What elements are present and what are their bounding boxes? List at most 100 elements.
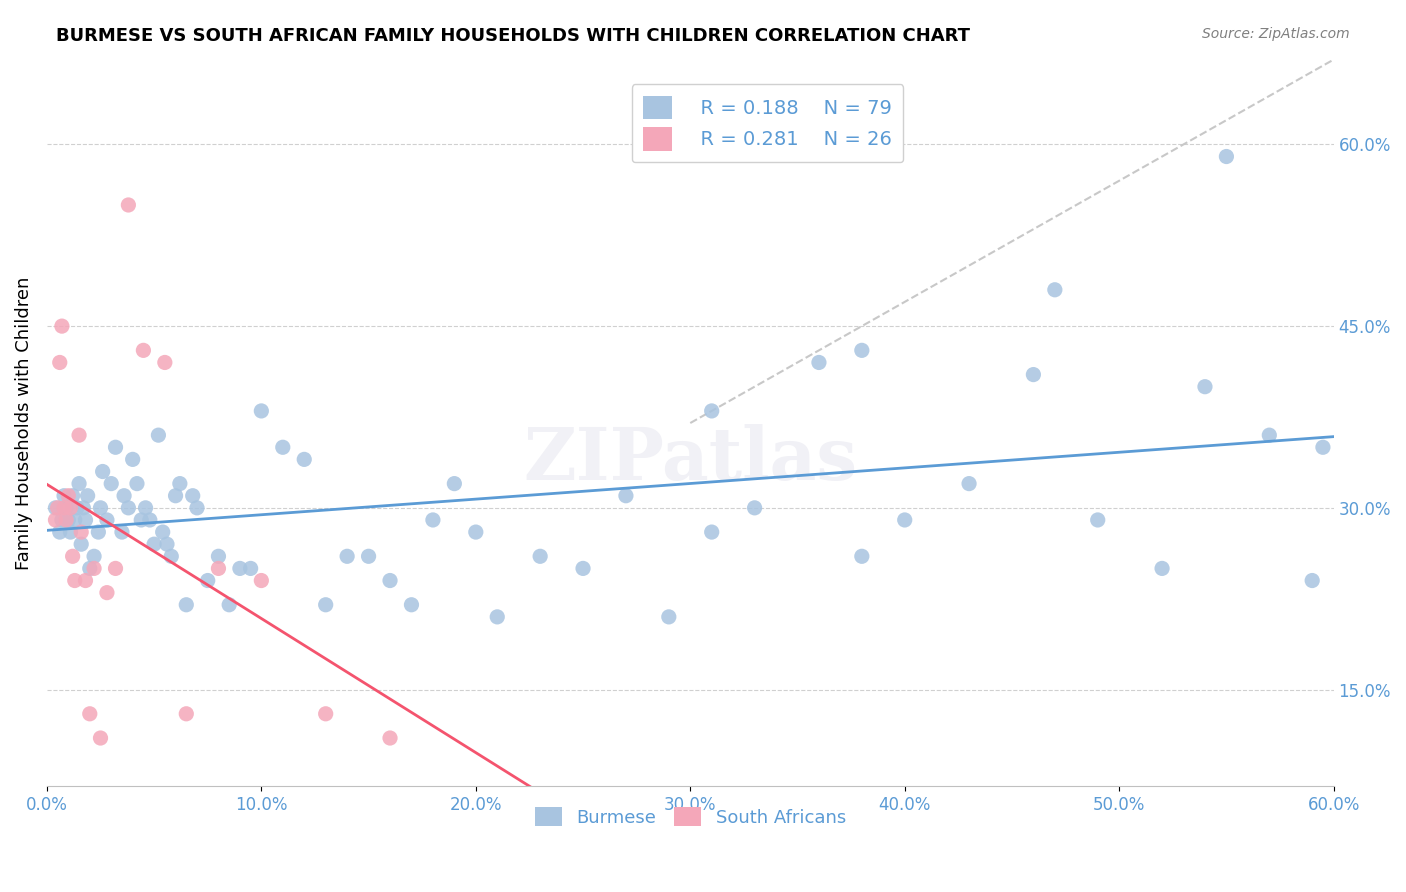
- Point: [1194, 380, 1216, 394]
- Point: [160, 549, 183, 564]
- Point: [143, 537, 166, 551]
- Point: [75, 513, 97, 527]
- Point: [89, 500, 111, 515]
- Point: [239, 561, 262, 575]
- Point: [186, 500, 208, 515]
- Point: [181, 489, 204, 503]
- Point: [132, 343, 155, 358]
- Point: [96, 585, 118, 599]
- Point: [83, 561, 105, 575]
- Point: [121, 452, 143, 467]
- Point: [87, 524, 110, 539]
- Point: [79, 561, 101, 575]
- Point: [63, 574, 86, 588]
- Point: [104, 440, 127, 454]
- Point: [614, 489, 637, 503]
- Point: [250, 574, 273, 588]
- Point: [1215, 149, 1237, 163]
- Point: [153, 355, 176, 369]
- Point: [486, 610, 509, 624]
- Point: [100, 476, 122, 491]
- Point: [58, 489, 80, 503]
- Point: [79, 706, 101, 721]
- Point: [83, 549, 105, 564]
- Point: [174, 598, 197, 612]
- Point: [117, 198, 139, 212]
- Point: [104, 561, 127, 575]
- Point: [49, 355, 72, 369]
- Point: [117, 500, 139, 515]
- Legend: Burmese, South Africans: Burmese, South Africans: [526, 798, 855, 836]
- Point: [148, 428, 170, 442]
- Point: [70, 524, 93, 539]
- Point: [59, 500, 82, 515]
- Point: [1022, 368, 1045, 382]
- Point: [51, 319, 73, 334]
- Point: [1301, 574, 1323, 588]
- Point: [66, 500, 89, 515]
- Point: [89, 731, 111, 745]
- Point: [378, 731, 401, 745]
- Point: [1312, 440, 1334, 454]
- Point: [422, 513, 444, 527]
- Point: [44, 500, 66, 515]
- Point: [55, 513, 77, 527]
- Point: [401, 598, 423, 612]
- Point: [292, 452, 315, 467]
- Point: [957, 476, 980, 491]
- Point: [207, 561, 229, 575]
- Point: [67, 428, 90, 442]
- Point: [44, 513, 66, 527]
- Point: [572, 561, 595, 575]
- Point: [700, 524, 723, 539]
- Point: [1152, 561, 1174, 575]
- Point: [67, 476, 90, 491]
- Point: [129, 513, 152, 527]
- Point: [315, 598, 337, 612]
- Point: [49, 524, 72, 539]
- Point: [111, 524, 134, 539]
- Point: [336, 549, 359, 564]
- Point: [125, 476, 148, 491]
- Point: [315, 706, 337, 721]
- Point: [744, 500, 766, 515]
- Point: [152, 524, 174, 539]
- Point: [218, 598, 240, 612]
- Point: [1087, 513, 1109, 527]
- Point: [58, 513, 80, 527]
- Point: [851, 343, 873, 358]
- Point: [46, 500, 69, 515]
- Point: [156, 537, 179, 551]
- Point: [135, 500, 157, 515]
- Point: [53, 489, 76, 503]
- Point: [91, 465, 114, 479]
- Text: BURMESE VS SOUTH AFRICAN FAMILY HOUSEHOLDS WITH CHILDREN CORRELATION CHART: BURMESE VS SOUTH AFRICAN FAMILY HOUSEHOL…: [56, 27, 970, 45]
- Point: [700, 404, 723, 418]
- Point: [197, 574, 219, 588]
- Point: [55, 500, 77, 515]
- Y-axis label: Family Households with Children: Family Households with Children: [15, 277, 32, 570]
- Point: [658, 610, 681, 624]
- Point: [464, 524, 486, 539]
- Text: ZIPatlas: ZIPatlas: [523, 424, 858, 495]
- Point: [112, 489, 135, 503]
- Point: [169, 476, 191, 491]
- Point: [378, 574, 401, 588]
- Point: [443, 476, 465, 491]
- Point: [62, 549, 84, 564]
- Point: [851, 549, 873, 564]
- Point: [165, 489, 187, 503]
- Point: [1043, 283, 1066, 297]
- Point: [174, 706, 197, 721]
- Point: [75, 574, 97, 588]
- Point: [76, 489, 98, 503]
- Point: [271, 440, 294, 454]
- Point: [72, 500, 94, 515]
- Point: [807, 355, 830, 369]
- Point: [139, 513, 162, 527]
- Point: [529, 549, 551, 564]
- Point: [62, 489, 84, 503]
- Point: [207, 549, 229, 564]
- Point: [53, 500, 76, 515]
- Point: [63, 513, 86, 527]
